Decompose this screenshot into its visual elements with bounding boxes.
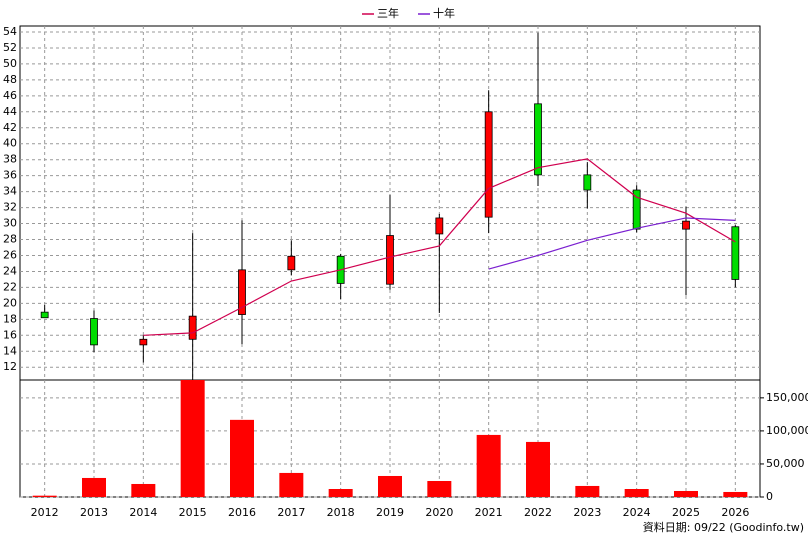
candle-body	[534, 103, 542, 176]
x-tick-label: 2024	[623, 506, 651, 519]
y-tick-label: 54	[3, 25, 17, 38]
candle-body	[632, 189, 641, 230]
x-tick-label: 2013	[80, 506, 108, 519]
x-tick-label: 2020	[425, 506, 453, 519]
y-tick-label: 46	[3, 89, 17, 102]
volume-bar	[526, 441, 550, 497]
candle-body	[238, 269, 246, 315]
x-tick-label: 2012	[31, 506, 59, 519]
x-tick-label: 2016	[228, 506, 256, 519]
ma-line	[143, 158, 736, 336]
y-tick-label: 14	[3, 344, 17, 357]
volume-bar	[32, 495, 57, 497]
y-tick-label: 36	[3, 169, 17, 182]
y-tick-label: 44	[3, 105, 17, 118]
y-tick-label: 38	[3, 153, 17, 166]
volume-bar	[131, 483, 156, 497]
candle-body	[731, 226, 740, 280]
y-tick-label: 50	[3, 57, 17, 70]
y-tick-label: 22	[3, 280, 17, 293]
y-tick-label: 30	[3, 217, 17, 230]
volume-bar	[427, 481, 452, 497]
y-tick-label: 100,000	[766, 424, 808, 437]
candle-body	[583, 174, 592, 191]
volume-bar	[180, 380, 205, 497]
candle-body	[287, 255, 296, 271]
x-tick-label: 2014	[129, 506, 157, 519]
y-tick-label: 32	[3, 201, 17, 214]
x-tick-label: 2026	[721, 506, 749, 519]
volume-bar	[279, 472, 304, 497]
y-tick-label: 52	[3, 41, 17, 54]
ma-line	[488, 217, 736, 270]
volume-bar	[82, 477, 106, 497]
y-tick-label: 42	[3, 121, 17, 134]
candle-body	[139, 338, 148, 346]
volume-bar	[230, 419, 254, 497]
y-tick-label: 12	[3, 360, 17, 373]
candle-body	[484, 111, 493, 218]
x-tick-label: 2019	[376, 506, 404, 519]
y-tick-label: 48	[3, 73, 17, 86]
source-note: 資料日期: 09/22 (Goodinfo.tw)	[643, 520, 804, 534]
candle-body	[90, 318, 98, 346]
y-tick-label: 50,000	[766, 457, 805, 470]
y-tick-label: 26	[3, 248, 17, 261]
x-tick-label: 2025	[672, 506, 700, 519]
volume-bar	[723, 491, 748, 497]
x-tick-label: 2023	[573, 506, 601, 519]
candle-body	[386, 235, 394, 285]
candle-body	[682, 220, 690, 230]
x-tick-label: 2015	[179, 506, 207, 519]
volume-bar	[575, 485, 600, 497]
volume-bar	[624, 489, 649, 497]
x-tick-label: 2018	[327, 506, 355, 519]
candle-body	[435, 217, 444, 235]
y-tick-label: 18	[3, 312, 17, 325]
candle-body	[188, 315, 197, 340]
legend-label: 十年	[433, 6, 455, 20]
y-tick-label: 40	[3, 137, 17, 150]
y-tick-label: 20	[3, 296, 17, 309]
volume-bar	[378, 475, 402, 497]
y-tick-label: 34	[3, 185, 17, 198]
volume-bar	[476, 434, 501, 497]
x-tick-label: 2017	[277, 506, 305, 519]
y-tick-label: 24	[3, 264, 17, 277]
y-tick-label: 150,000	[766, 391, 808, 404]
x-tick-label: 2021	[475, 506, 503, 519]
y-tick-label: 16	[3, 328, 17, 341]
volume-bar	[674, 490, 698, 497]
candle-body	[40, 311, 49, 319]
y-tick-label: 28	[3, 233, 17, 246]
y-tick-label: 0	[766, 490, 773, 503]
x-tick-label: 2022	[524, 506, 552, 519]
legend-label: 三年	[377, 6, 399, 20]
volume-bar	[328, 489, 353, 497]
